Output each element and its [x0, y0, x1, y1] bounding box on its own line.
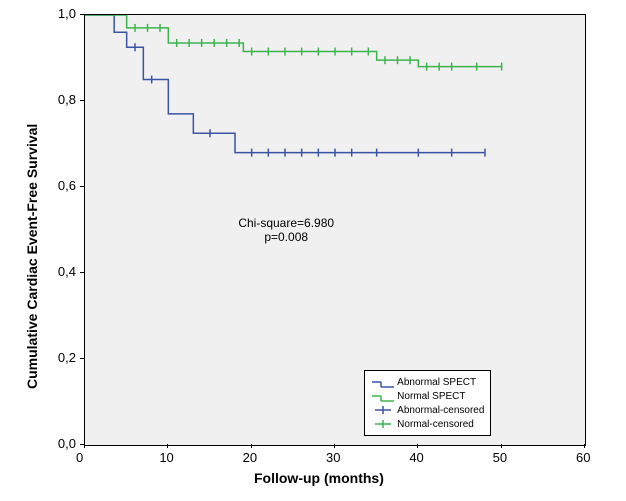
x-tick-label: 10: [159, 450, 173, 465]
legend-label: Abnormal-censored: [397, 405, 484, 416]
y-tick-label: 1,0: [58, 6, 76, 21]
chi-square-annotation: Chi-square=6.980p=0.008: [238, 216, 334, 245]
x-axis-label: Follow-up (months): [254, 470, 384, 486]
x-tick-label: 40: [409, 450, 423, 465]
survival-curve: [85, 15, 485, 153]
legend-item: Normal-censored: [371, 417, 484, 431]
y-tick-label: 0,8: [58, 92, 76, 107]
y-tick-label: 0,2: [58, 350, 76, 365]
y-tick-label: 0,6: [58, 178, 76, 193]
plot-canvas: [85, 15, 585, 445]
annotation-line: Chi-square=6.980: [238, 216, 334, 230]
km-survival-figure: Chi-square=6.980p=0.008 Abnormal SPECT No…: [0, 0, 626, 501]
plot-area: Chi-square=6.980p=0.008 Abnormal SPECT No…: [84, 14, 586, 446]
y-tick-label: 0,4: [58, 264, 76, 279]
survival-curve: [85, 15, 502, 67]
x-tick-label: 30: [326, 450, 340, 465]
legend-item: Abnormal-censored: [371, 403, 484, 417]
x-tick-label: 0: [76, 450, 83, 465]
annotation-line: p=0.008: [238, 230, 334, 244]
y-tick-label: 0,0: [58, 436, 76, 451]
legend-label: Normal SPECT: [397, 391, 465, 402]
y-axis-label: Cumulative Cardiac Event-Free Survival: [24, 124, 40, 389]
x-tick-label: 50: [493, 450, 507, 465]
legend-label: Normal-censored: [397, 419, 474, 430]
legend-item: Abnormal SPECT: [371, 375, 484, 389]
x-tick-label: 60: [576, 450, 590, 465]
legend-label: Abnormal SPECT: [397, 377, 476, 388]
legend: Abnormal SPECT Normal SPECT Abnormal-censo…: [364, 370, 491, 436]
legend-item: Normal SPECT: [371, 389, 484, 403]
x-tick-label: 20: [243, 450, 257, 465]
